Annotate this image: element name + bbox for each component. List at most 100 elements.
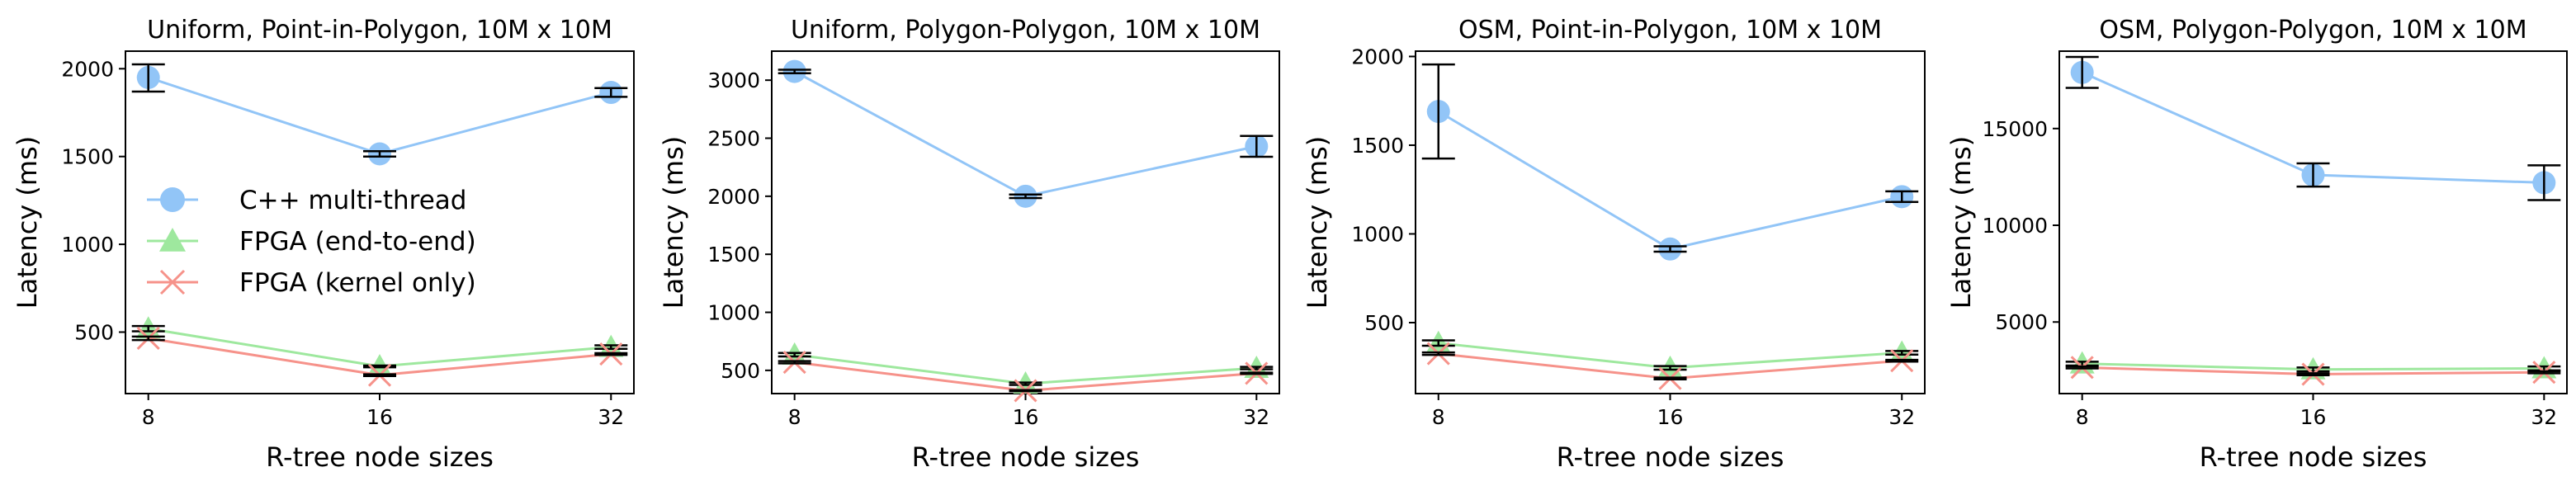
x-tick-label: 8 [142,405,155,429]
error-bar [1009,389,1042,393]
error-bar [1240,134,1274,158]
plot-frame [771,50,1280,394]
y-axis-label: Latency (ms) [658,136,689,309]
series-fpga-kernel-only [2065,356,2561,386]
y-tick-label: 500 [721,359,760,383]
error-bar [1885,358,1919,363]
error-bar [1240,371,1274,375]
error-bar [363,373,396,377]
error-bar [1009,381,1042,386]
y-tick-label: 1500 [707,243,760,267]
error-bar [778,68,811,74]
error-bar [2527,164,2561,201]
error-bar [594,352,628,356]
y-tick-label: 1500 [61,145,114,169]
y-tick-label: 2500 [707,127,760,151]
series-line [793,70,1257,198]
error-bar [1421,63,1455,160]
series-fpga-kernel-only [778,350,1274,403]
x-tick-label: 32 [2531,405,2557,429]
x-tick-label: 16 [2300,405,2327,429]
error-bar [363,364,396,369]
error-bar [2296,372,2330,376]
series-c-multi-thread [778,59,1274,208]
legend-label: FPGA (end-to-end) [239,227,476,257]
error-bar [131,335,165,342]
series-fpga-kernel-only [1421,342,1919,390]
y-tick-label: 2000 [707,185,760,209]
error-bar [2296,366,2330,373]
chart-title: Uniform, Point-in-Polygon, 10M x 10M [147,16,612,45]
series-fpga-end-to-end [778,342,1274,394]
error-bar [778,352,811,358]
chart-title: Uniform, Polygon-Polygon, 10M x 10M [791,16,1260,45]
plot-frame [125,50,635,394]
error-bar [1421,339,1455,347]
error-bar [131,63,165,93]
y-tick-label: 500 [74,321,114,345]
x-tick-label: 16 [1013,405,1039,429]
x-tick-label: 32 [1888,405,1915,429]
chart-title: OSM, Point-in-Polygon, 10M x 10M [1458,16,1882,45]
error-bar [1653,376,1687,381]
chart-panel-4: OSM, Polygon-Polygon, 10M x 10M R-tree no… [1945,16,2568,473]
error-bar [1421,351,1455,356]
plot-frame [1415,50,1926,394]
x-tick-label: 16 [1657,405,1684,429]
chart-panel-2: Uniform, Polygon-Polygon, 10M x 10M R-tre… [658,16,1280,473]
series-c-multi-thread [2065,55,2561,201]
error-bar [131,324,165,333]
x-axis-label: R-tree node sizes [266,441,494,473]
legend-marker [160,187,185,212]
series-fpga-kernel-only [131,326,628,387]
error-bar [1885,190,1919,204]
series-fpga-end-to-end [1421,330,1919,378]
series-c-multi-thread [131,63,628,166]
series-c-multi-thread [1421,63,1919,261]
y-tick-label: 10000 [1982,214,2048,238]
y-tick-label: 2000 [61,57,114,81]
y-tick-label: 5000 [1995,310,2048,334]
y-tick-label: 15000 [1982,117,2048,141]
x-axis-label: R-tree node sizes [2200,441,2427,473]
error-bar [2065,365,2099,370]
y-tick-label: 2000 [1351,45,1404,68]
y-tick-label: 500 [1364,311,1404,335]
y-axis-label: Latency (ms) [1302,136,1333,309]
error-bar [1653,365,1687,371]
chart-panel-1: Uniform, Point-in-Polygon, 10M x 10M R-tr… [12,16,635,473]
error-bar [2065,55,2099,89]
y-tick-label: 1000 [1351,222,1404,246]
legend-item: FPGA (kernel only) [147,268,476,298]
legend-label: C++ multi-thread [239,186,466,215]
error-bar [594,87,628,98]
x-tick-label: 8 [788,405,801,429]
error-bar [594,344,628,350]
x-tick-label: 32 [1243,405,1269,429]
legend-marker [159,228,186,252]
series-line [1437,110,1902,251]
y-tick-label: 3000 [707,68,760,92]
x-tick-label: 16 [366,405,393,429]
x-tick-label: 32 [598,405,624,429]
error-bar [1009,193,1042,200]
chart-title: OSM, Polygon-Polygon, 10M x 10M [2099,16,2526,45]
legend-item: FPGA (end-to-end) [147,227,476,257]
error-bar [1653,245,1687,253]
x-axis-label: R-tree node sizes [912,441,1140,473]
legend-label: FPGA (kernel only) [239,268,476,298]
plot-frame [2058,50,2568,394]
y-axis-label: Latency (ms) [1945,136,1977,309]
error-bar [363,150,396,158]
error-bar [778,360,811,365]
y-tick-label: 1000 [61,233,114,257]
legend: C++ multi-thread FPGA (end-to-end) FPGA (k… [147,186,476,298]
chart-panel-3: OSM, Point-in-Polygon, 10M x 10M R-tree n… [1302,16,1926,473]
legend-item: C++ multi-thread [147,186,466,215]
error-bar [2527,370,2561,375]
x-tick-label: 8 [2076,405,2089,429]
x-tick-label: 8 [1432,405,1445,429]
y-tick-label: 1000 [707,301,760,325]
legend-marker [159,269,186,295]
